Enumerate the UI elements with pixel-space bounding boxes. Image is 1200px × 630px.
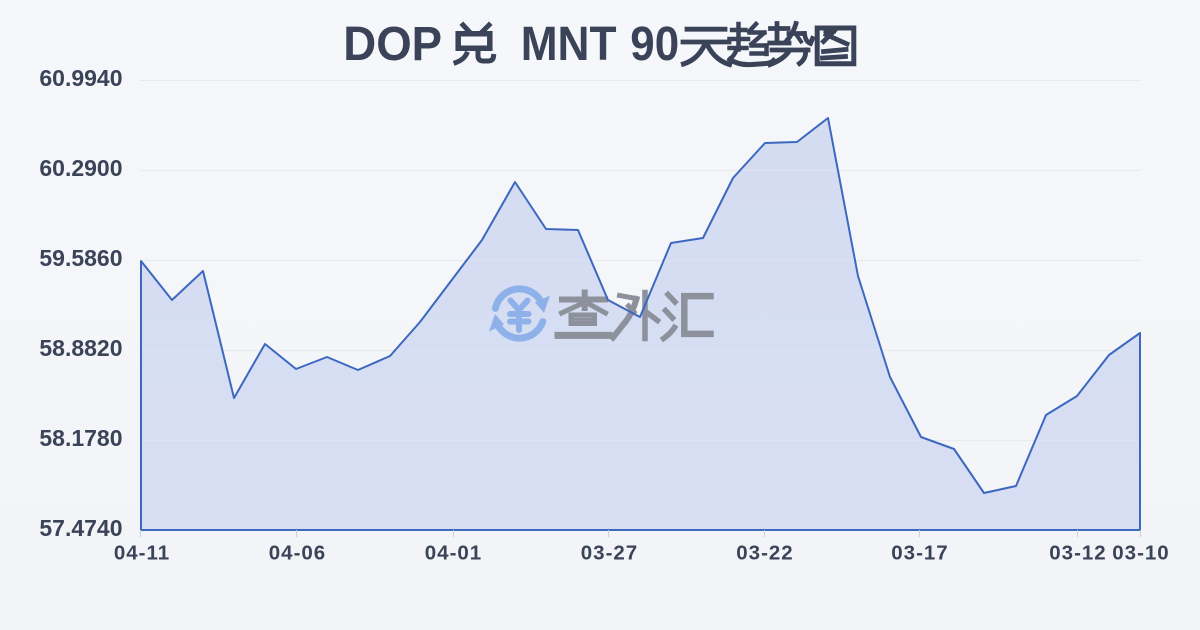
svg-text:04-01: 04-01 bbox=[425, 542, 482, 565]
svg-text:03-27: 03-27 bbox=[581, 542, 638, 565]
svg-text:03-17: 03-17 bbox=[891, 542, 948, 565]
svg-text:58.1780: 58.1780 bbox=[39, 425, 122, 451]
svg-text:MNT: MNT bbox=[521, 16, 617, 70]
svg-text:57.4740: 57.4740 bbox=[39, 515, 122, 541]
svg-text:04-11: 04-11 bbox=[114, 542, 170, 565]
svg-text:04-06: 04-06 bbox=[269, 542, 326, 565]
svg-text:59.5860: 59.5860 bbox=[39, 245, 122, 271]
svg-text:03-22: 03-22 bbox=[736, 542, 793, 565]
svg-text:03-12: 03-12 bbox=[1049, 542, 1106, 565]
svg-text:90: 90 bbox=[630, 16, 679, 70]
svg-text:DOP: DOP bbox=[343, 17, 442, 70]
svg-text:60.2900: 60.2900 bbox=[39, 155, 122, 181]
svg-text:03-10: 03-10 bbox=[1112, 542, 1169, 565]
svg-text:58.8820: 58.8820 bbox=[39, 335, 122, 361]
svg-text:60.9940: 60.9940 bbox=[39, 65, 122, 91]
